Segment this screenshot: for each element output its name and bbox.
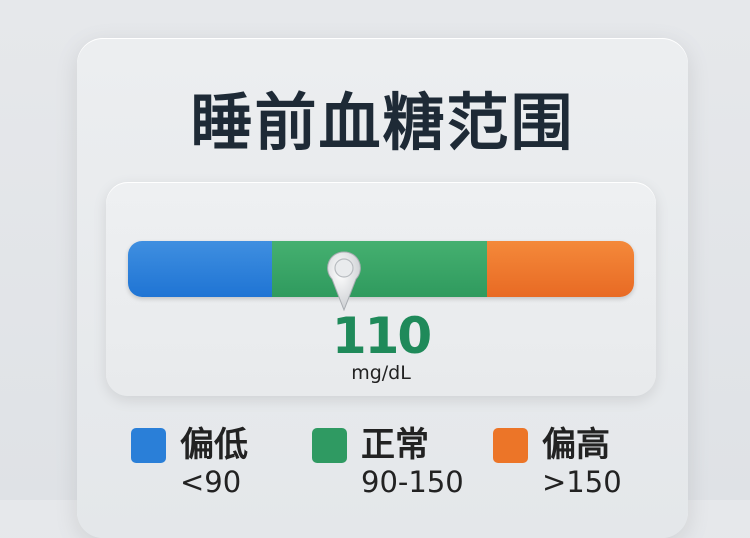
legend-range: >150 — [542, 465, 622, 499]
legend-swatch-normal — [312, 428, 347, 463]
range-segment-normal — [272, 241, 487, 297]
range-segment-high — [487, 241, 634, 297]
page-title: 睡前血糖范围 — [190, 86, 575, 159]
gauge-panel: 110 mg/dL — [106, 182, 656, 396]
legend-label: 正常 — [361, 425, 429, 465]
glucose-card: 睡前血糖范围 110 mg/dL 偏低 <90 正常 90-150 偏高 >15… — [77, 38, 688, 538]
legend-swatch-high — [493, 428, 528, 463]
pointer-marker-icon — [326, 251, 361, 312]
legend-range: 90-150 — [361, 465, 464, 499]
range-segment-low — [128, 241, 272, 297]
glucose-unit: mg/dL — [351, 362, 411, 384]
legend-range: <90 — [180, 465, 242, 499]
glucose-value: 110 — [331, 307, 432, 365]
legend-swatch-low — [131, 428, 166, 463]
legend-label: 偏低 — [180, 425, 248, 465]
range-bar — [128, 241, 634, 297]
legend-label: 偏高 — [542, 425, 610, 465]
